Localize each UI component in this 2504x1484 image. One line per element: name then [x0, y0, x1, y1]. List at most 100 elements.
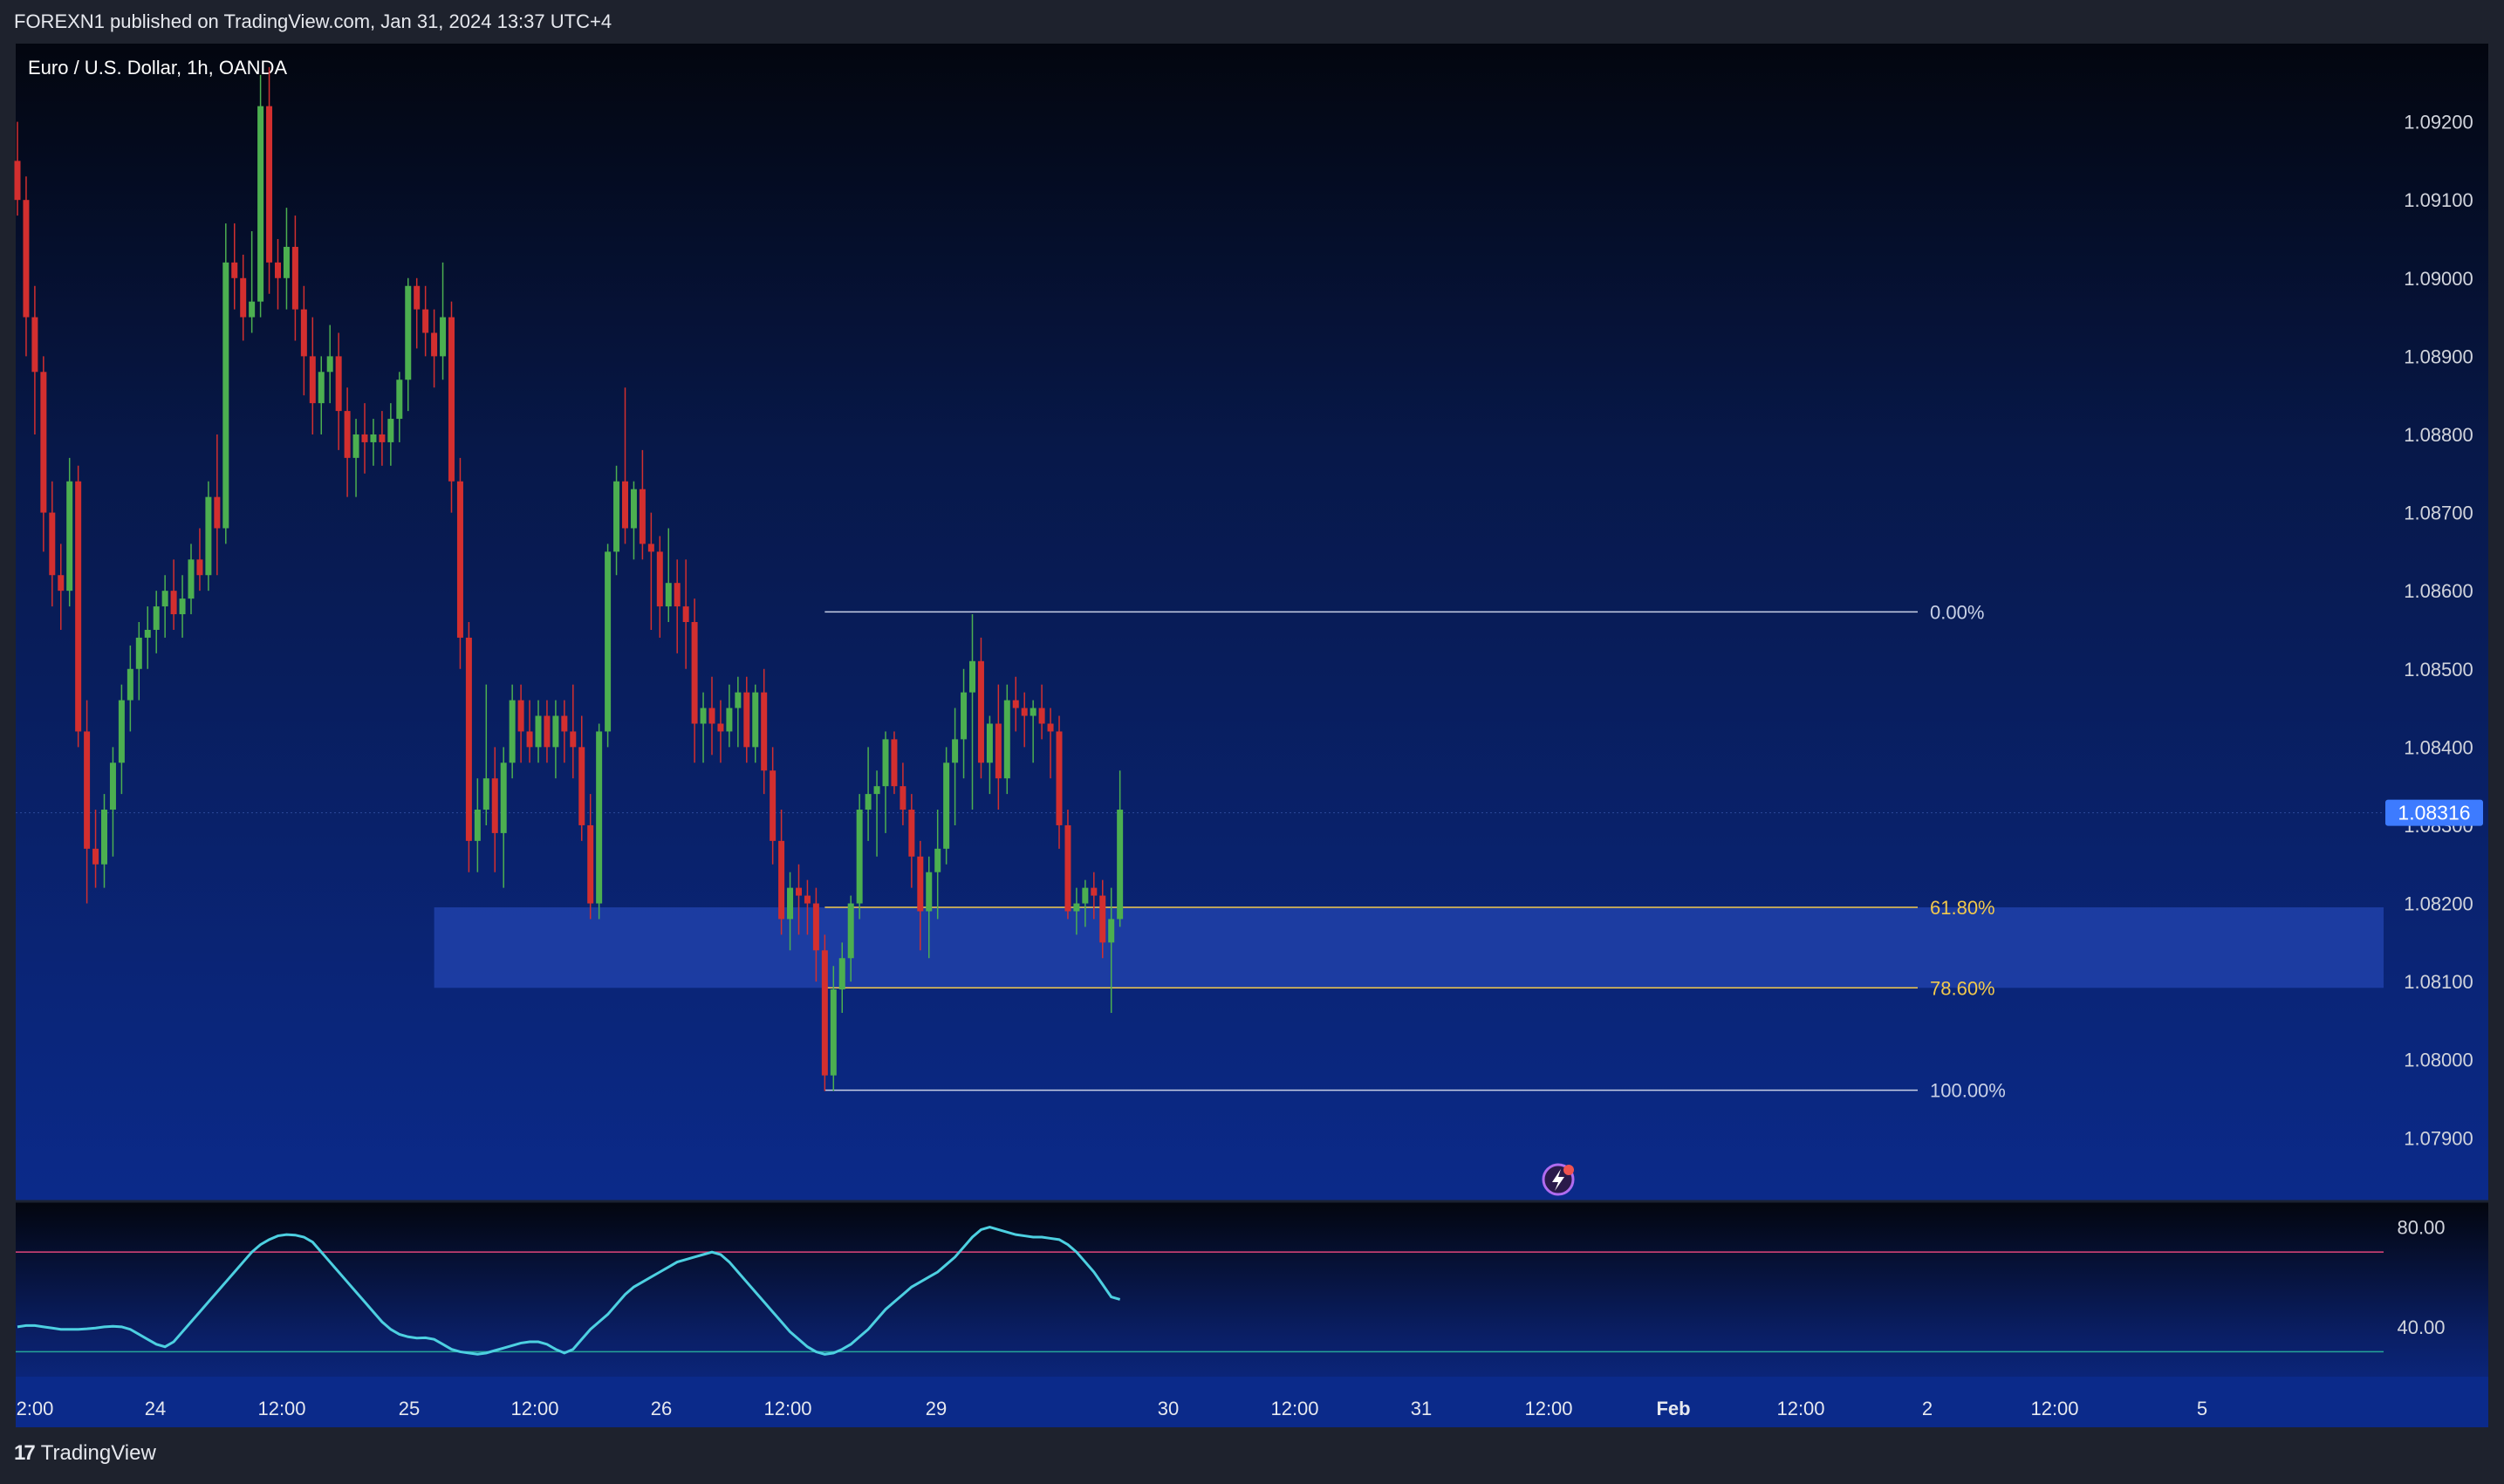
- candle-body[interactable]: [873, 786, 880, 795]
- candle-body[interactable]: [500, 763, 507, 833]
- candle-body[interactable]: [240, 277, 247, 318]
- candle-body[interactable]: [665, 583, 672, 607]
- candle-body[interactable]: [379, 434, 386, 442]
- candle-body[interactable]: [613, 481, 620, 552]
- candle-body[interactable]: [188, 559, 195, 599]
- candle-body[interactable]: [456, 481, 463, 638]
- candle-body[interactable]: [561, 715, 568, 732]
- candle-body[interactable]: [986, 723, 993, 763]
- candle-body[interactable]: [118, 700, 125, 763]
- candle-body[interactable]: [1047, 723, 1054, 732]
- candle-body[interactable]: [214, 496, 221, 529]
- candle-body[interactable]: [58, 575, 65, 592]
- candle-body[interactable]: [257, 106, 264, 302]
- candle-body[interactable]: [856, 810, 863, 904]
- candle-body[interactable]: [344, 411, 351, 458]
- candle-body[interactable]: [465, 637, 472, 841]
- candle-body[interactable]: [14, 161, 21, 201]
- candle-body[interactable]: [170, 591, 177, 615]
- candle-body[interactable]: [318, 372, 325, 404]
- candle-body[interactable]: [405, 285, 412, 380]
- candle-body[interactable]: [361, 434, 368, 442]
- candle-body[interactable]: [283, 246, 290, 278]
- candle-body[interactable]: [1030, 708, 1036, 716]
- candle-body[interactable]: [995, 723, 1002, 779]
- rsi-line[interactable]: [17, 1226, 1121, 1356]
- candle-body[interactable]: [49, 512, 56, 576]
- candle-body[interactable]: [882, 739, 889, 787]
- candle-body[interactable]: [891, 739, 898, 787]
- candle-body[interactable]: [587, 824, 594, 904]
- candle-body[interactable]: [1082, 887, 1089, 904]
- candle-body[interactable]: [647, 544, 654, 552]
- candle-body[interactable]: [735, 692, 742, 708]
- candle-body[interactable]: [821, 950, 828, 1076]
- candle-body[interactable]: [249, 301, 256, 318]
- candle-body[interactable]: [396, 380, 403, 420]
- candle-body[interactable]: [865, 794, 872, 810]
- candle-body[interactable]: [717, 723, 724, 732]
- candle-body[interactable]: [291, 246, 298, 310]
- candle-body[interactable]: [491, 778, 498, 833]
- candle-body[interactable]: [943, 763, 950, 849]
- candle-body[interactable]: [752, 692, 759, 748]
- candle-body[interactable]: [84, 731, 91, 849]
- candle-body[interactable]: [605, 551, 612, 732]
- candle-body[interactable]: [804, 895, 811, 904]
- candle-body[interactable]: [1003, 700, 1010, 779]
- candle-body[interactable]: [796, 887, 802, 896]
- candle-body[interactable]: [66, 481, 73, 592]
- candle-body[interactable]: [352, 434, 359, 458]
- candle-body[interactable]: [535, 715, 542, 748]
- candle-body[interactable]: [639, 489, 646, 544]
- candle-body[interactable]: [726, 708, 733, 732]
- candle-body[interactable]: [682, 606, 689, 622]
- candle-body[interactable]: [977, 660, 984, 763]
- candle-body[interactable]: [75, 481, 82, 732]
- candle-body[interactable]: [179, 598, 186, 615]
- candle-body[interactable]: [934, 848, 941, 872]
- candle-body[interactable]: [691, 622, 698, 724]
- candle-body[interactable]: [552, 715, 559, 748]
- candle-body[interactable]: [708, 708, 715, 724]
- candle-body[interactable]: [509, 700, 516, 763]
- candle-body[interactable]: [1012, 700, 1019, 708]
- candle-body[interactable]: [908, 810, 915, 857]
- candle-body[interactable]: [231, 262, 238, 278]
- candle-body[interactable]: [900, 786, 907, 810]
- candle-body[interactable]: [1021, 708, 1028, 716]
- candle-body[interactable]: [1108, 919, 1115, 943]
- candle-body[interactable]: [135, 637, 142, 669]
- candle-body[interactable]: [153, 606, 160, 630]
- candle-body[interactable]: [448, 317, 455, 482]
- candle-body[interactable]: [926, 872, 933, 912]
- candle-body[interactable]: [127, 668, 133, 701]
- candle-body[interactable]: [23, 200, 30, 318]
- bolt-alert-icon[interactable]: [1542, 1163, 1575, 1196]
- candle-body[interactable]: [335, 356, 342, 412]
- candle-body[interactable]: [622, 481, 628, 529]
- candle-body[interactable]: [847, 903, 854, 959]
- candle-body[interactable]: [526, 731, 533, 748]
- candle-body[interactable]: [961, 692, 968, 740]
- candle-body[interactable]: [700, 708, 707, 724]
- candle-body[interactable]: [1064, 824, 1071, 912]
- candle-body[interactable]: [969, 660, 975, 693]
- candle-body[interactable]: [1056, 731, 1063, 825]
- candle-body[interactable]: [770, 770, 777, 841]
- candle-body[interactable]: [578, 747, 585, 825]
- candle-body[interactable]: [570, 731, 577, 748]
- candle-body[interactable]: [414, 285, 421, 310]
- candle-body[interactable]: [674, 583, 681, 607]
- candle-body[interactable]: [101, 810, 107, 865]
- candle-body[interactable]: [830, 989, 837, 1076]
- candle-body[interactable]: [387, 419, 394, 442]
- candle-body[interactable]: [109, 763, 116, 810]
- candle-body[interactable]: [1073, 903, 1080, 912]
- candle-body[interactable]: [440, 317, 447, 357]
- candle-body[interactable]: [205, 496, 212, 576]
- candle-body[interactable]: [266, 106, 273, 263]
- candle-body[interactable]: [326, 356, 333, 373]
- candle-body[interactable]: [1091, 887, 1098, 896]
